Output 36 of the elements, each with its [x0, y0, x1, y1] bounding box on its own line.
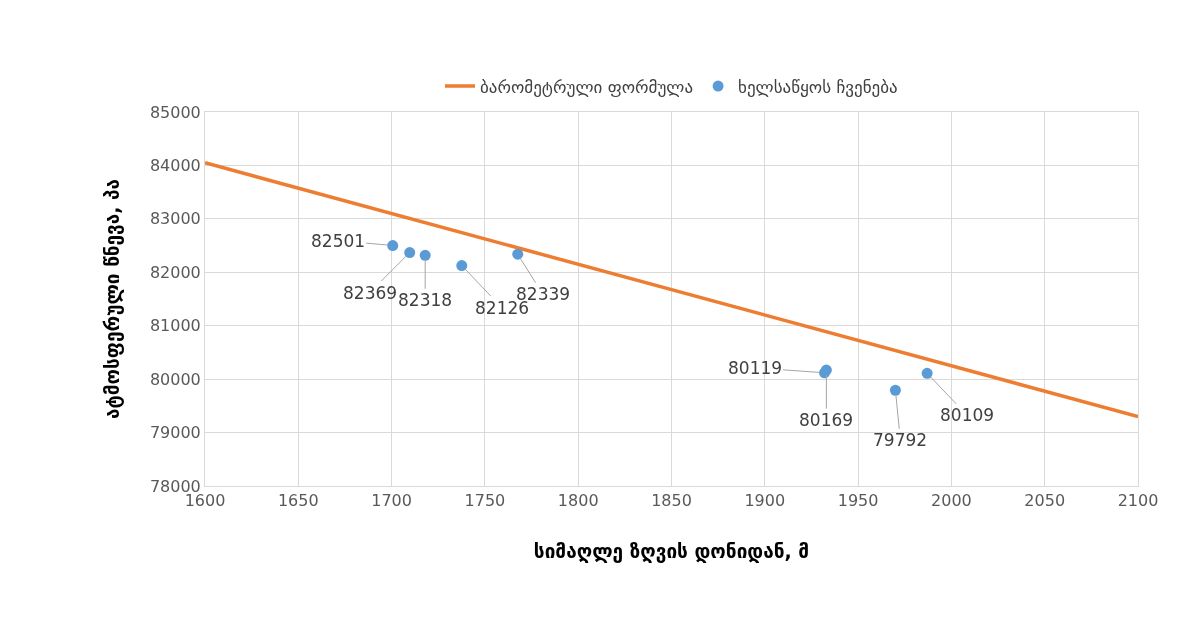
y-tick-label: 83000 — [149, 209, 201, 229]
y-tick-label: 84000 — [149, 156, 201, 176]
y-axis-title: ატმოსფერული წნევა, პა — [100, 178, 124, 420]
y-tick-label: 81000 — [149, 316, 201, 336]
data-label: 79792 — [873, 430, 928, 450]
x-tick-label: 2000 — [931, 491, 972, 511]
data-label: 82501 — [311, 231, 366, 251]
data-label: 80169 — [799, 410, 854, 430]
point — [889, 384, 901, 396]
x-tick-label: 1700 — [371, 491, 412, 511]
y-tick-label: 82000 — [149, 262, 201, 282]
point — [419, 249, 431, 261]
data-label: 80109 — [940, 405, 995, 425]
y-tick-label: 79000 — [149, 423, 201, 443]
x-tick-label: 1850 — [651, 491, 692, 511]
point — [456, 260, 468, 272]
x-tick-label: 1900 — [744, 491, 786, 511]
x-tick-label: 1600 — [184, 491, 226, 511]
x-tick-label: 1650 — [277, 491, 319, 511]
point — [921, 367, 933, 379]
point — [387, 240, 399, 252]
x-axis-title: სიმაღლე ზღვის დონიდან, მ — [533, 540, 810, 563]
legend-label: ხელსაწყოს ჩვენება — [738, 76, 898, 97]
x-tick-label: 1950 — [837, 491, 879, 511]
y-tick-label: 80000 — [149, 369, 201, 389]
data-label: 80119 — [728, 358, 783, 378]
x-tick-label: 2050 — [1024, 491, 1066, 511]
point — [404, 247, 416, 259]
y-tick-label: 85000 — [149, 102, 201, 122]
x-tick-label: 1750 — [464, 491, 506, 511]
data-label: 82369 — [343, 283, 398, 303]
x-tick-label: 2100 — [1117, 491, 1159, 511]
legend-label: ბარომეტრული ფორმულა — [480, 76, 694, 97]
data-label: 82318 — [398, 290, 453, 310]
point — [512, 248, 524, 260]
x-tick-label: 1800 — [557, 491, 599, 511]
